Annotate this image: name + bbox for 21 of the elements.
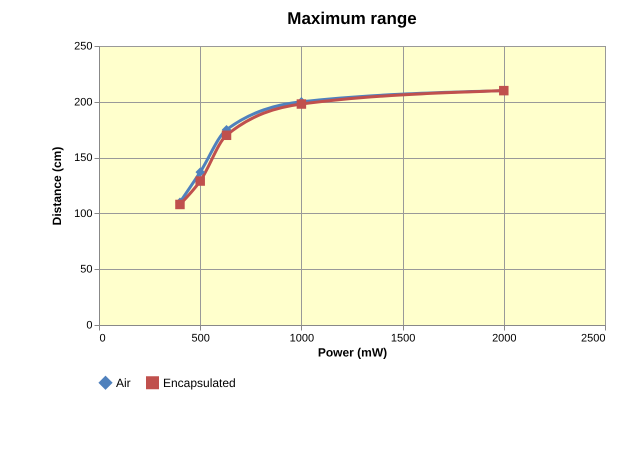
legend-label: Air	[116, 376, 131, 390]
x-tick-label: 1500	[390, 332, 416, 344]
point	[195, 176, 205, 186]
point	[222, 130, 232, 140]
y-tick-label: 200	[74, 96, 92, 108]
y-tick-label: 50	[80, 264, 92, 276]
point	[175, 200, 185, 210]
x-tick-label: 0	[100, 332, 106, 344]
x-tick-label: 2000	[492, 332, 517, 344]
y-axis-title: Distance (cm)	[50, 146, 64, 226]
point	[195, 167, 205, 177]
y-tick-label: 150	[74, 152, 92, 164]
y-tick-label: 250	[74, 40, 92, 52]
x-axis-title: Power (mW)	[318, 346, 388, 360]
y-tick-label: 0	[86, 320, 92, 332]
x-tick-label: 2500	[581, 332, 606, 344]
chart-title: Maximum range	[287, 9, 417, 28]
x-tick-label: 1000	[290, 332, 314, 344]
y-tick-label: 100	[74, 208, 92, 220]
x-tick-label: 500	[192, 332, 210, 344]
legend-label: Encapsulated	[163, 376, 236, 390]
